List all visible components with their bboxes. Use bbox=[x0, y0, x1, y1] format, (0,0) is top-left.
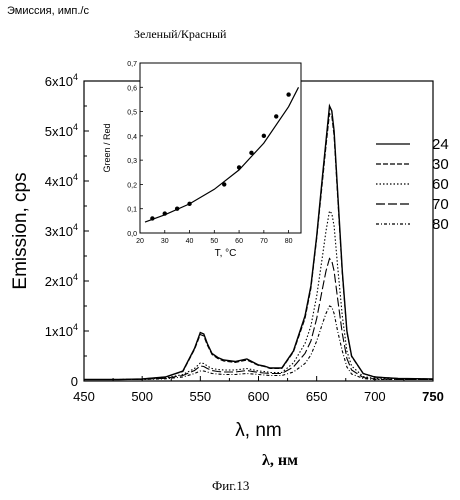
x-tick-label: 500 bbox=[131, 389, 153, 404]
inset-caption: Зеленый/Красный bbox=[134, 27, 227, 41]
legend: 24 30 60 70 80 bbox=[376, 136, 449, 233]
x-tick-label: 650 bbox=[306, 389, 328, 404]
inset-y-tick-label: 0,2 bbox=[127, 182, 137, 189]
y-tick-label: 6x104 bbox=[45, 72, 78, 89]
inset-x-tick-label: 40 bbox=[186, 238, 194, 245]
inset-plot: 20 30 40 50 60 70 80 0,0 0,1 0,2 0,3 0,4 0,5 0,6 0,7 T,… bbox=[102, 61, 302, 259]
inset-y-tick-label: 0,5 bbox=[127, 110, 137, 117]
inset-x-tick-label: 30 bbox=[161, 238, 169, 245]
inset-y-tick-label: 0,1 bbox=[127, 207, 137, 214]
x-axis-label: λ, nm bbox=[235, 420, 281, 441]
y-tick-label: 3x104 bbox=[45, 222, 78, 239]
legend-label-30: 30 bbox=[432, 156, 449, 173]
inset-y-axis-label: Green / Red bbox=[102, 123, 112, 172]
legend-label-70: 70 bbox=[432, 196, 449, 213]
y-tick-label: 4x104 bbox=[45, 172, 78, 189]
inset-x-tick-label: 70 bbox=[260, 238, 268, 245]
y-tick-label: 5x104 bbox=[45, 122, 78, 139]
inset-y-tick-label: 0,3 bbox=[127, 158, 137, 165]
inset-data-point bbox=[162, 211, 167, 216]
x-tick-label: 550 bbox=[189, 389, 211, 404]
inset-y-tick-label: 0,6 bbox=[127, 85, 137, 92]
y-axis-label: Emission, cps bbox=[10, 172, 31, 289]
series-line-80 bbox=[84, 305, 433, 381]
inset-data-point bbox=[261, 133, 267, 139]
inset-x-tick-label: 20 bbox=[136, 238, 144, 245]
ru-xlabel: λ, нм bbox=[262, 452, 298, 469]
inset-data-point bbox=[249, 150, 254, 156]
main-plot: 450 500 550 600 650 700 750 0 1x104 2x104 3x104 4x1… bbox=[10, 72, 444, 441]
inset-data-point bbox=[150, 216, 155, 221]
inset-y-tick-label: 0,0 bbox=[127, 231, 137, 238]
inset-data-point bbox=[236, 165, 242, 170]
inset-x-tick-label: 80 bbox=[285, 238, 293, 245]
y-tick-label: 2x104 bbox=[45, 272, 78, 289]
legend-label-60: 60 bbox=[432, 176, 449, 193]
x-tick-label: 450 bbox=[73, 389, 95, 404]
series-line-30 bbox=[84, 112, 434, 381]
legend-label-24: 24 bbox=[432, 136, 449, 153]
inset-data-point bbox=[286, 92, 291, 97]
inset-x-axis-label: T, °C bbox=[215, 248, 237, 259]
inset-data-point bbox=[187, 201, 192, 207]
ru-ylabel: Эмиссия, имп./с bbox=[7, 5, 89, 17]
y-tick-label: 0 bbox=[71, 374, 78, 389]
inset-y-tick-label: 0,4 bbox=[127, 134, 137, 141]
y-tick-label: 1x104 bbox=[45, 322, 78, 339]
inset-x-tick-label: 60 bbox=[235, 238, 243, 245]
x-tick-label: 750 bbox=[422, 389, 444, 404]
series-line-60 bbox=[84, 209, 434, 381]
inset-data-point bbox=[222, 182, 227, 187]
x-tick-label: 600 bbox=[248, 389, 270, 404]
inset-data-point bbox=[174, 206, 180, 211]
inset-frame bbox=[139, 62, 302, 234]
series-line-70 bbox=[84, 257, 433, 381]
x-tick-label: 700 bbox=[364, 389, 386, 404]
inset-x-tick-label: 50 bbox=[210, 238, 218, 245]
legend-label-80: 80 bbox=[432, 216, 449, 233]
inset-y-tick-label: 0,7 bbox=[127, 61, 137, 68]
inset-fit-curve bbox=[144, 87, 300, 223]
inset-data-point bbox=[274, 114, 279, 119]
figure-label: Фиг.13 bbox=[212, 478, 250, 493]
